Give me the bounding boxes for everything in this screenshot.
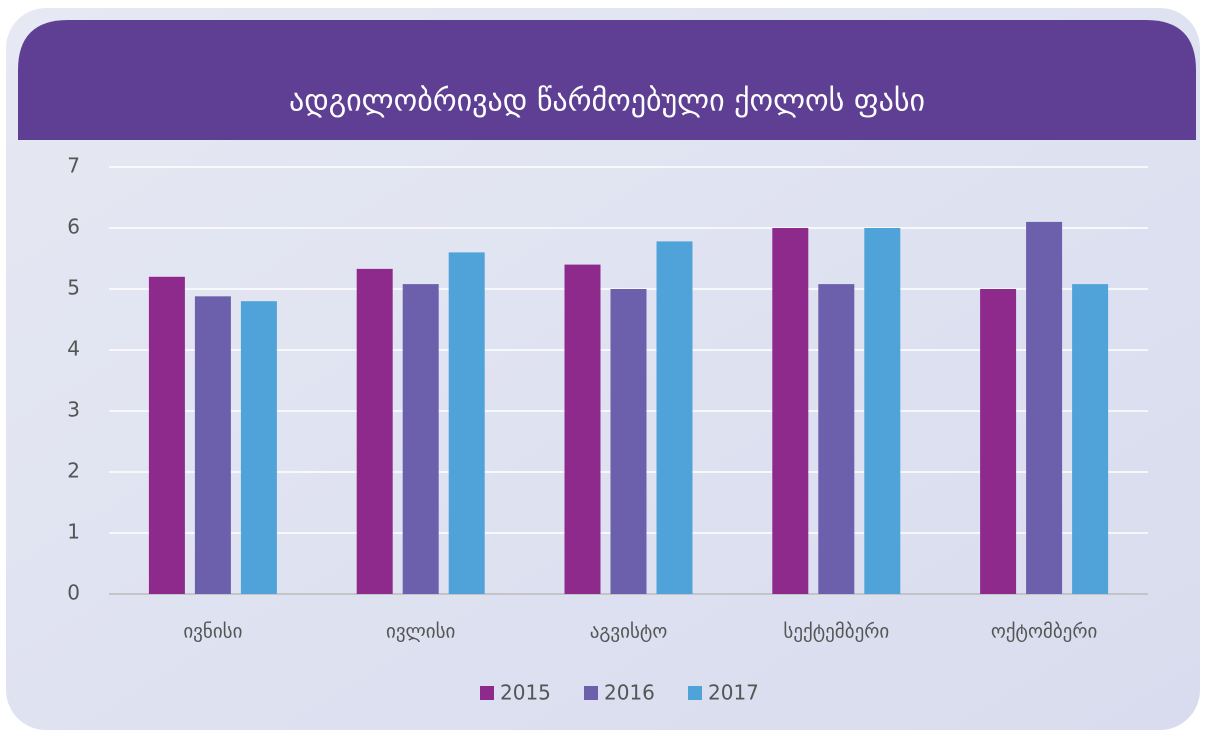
legend-swatch [480,686,494,700]
legend-swatch [584,686,598,700]
bar [818,284,855,594]
y-tick-label: 0 [67,581,80,605]
y-tick-label: 4 [67,337,80,361]
bar [1072,284,1109,594]
header-band [18,20,1196,140]
bar [772,228,809,594]
bar [864,228,901,594]
y-tick-label: 7 [67,154,80,178]
bar [194,296,231,594]
bar [610,289,647,594]
bar [980,289,1017,594]
bar [148,276,185,594]
bar [448,252,485,594]
bar [656,241,693,595]
y-tick-label: 3 [67,398,80,422]
bar [402,284,439,594]
bar [356,268,393,594]
chart-title: ადგილობრივად წარმოებული ქოლოს ფასი [289,84,925,119]
y-tick-label: 1 [67,520,80,544]
y-tick-label: 6 [67,215,80,239]
card [6,8,1200,730]
x-tick-label: სექტემბერი [783,621,889,643]
y-tick-label: 5 [67,276,80,300]
x-tick-label: ოქტომბერი [991,621,1097,643]
legend-label: 2016 [604,681,655,705]
bar [564,264,601,594]
legend-swatch [688,686,702,700]
x-tick-label: ივნისი [183,621,242,643]
y-tick-label: 2 [67,459,80,483]
bar [1026,221,1063,594]
bar [240,301,277,594]
legend-label: 2015 [500,681,551,705]
legend-label: 2017 [708,681,759,705]
x-tick-label: ივლისი [386,621,455,643]
x-tick-label: აგვისტო [590,621,668,643]
